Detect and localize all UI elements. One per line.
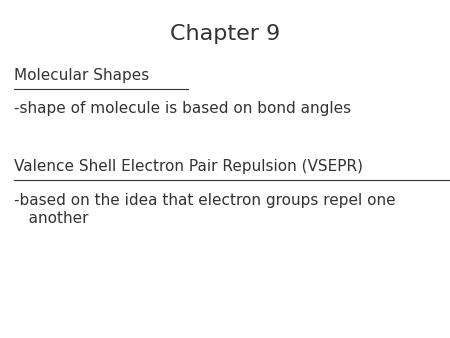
Text: Molecular Shapes: Molecular Shapes <box>14 68 149 82</box>
Text: -shape of molecule is based on bond angles: -shape of molecule is based on bond angl… <box>14 101 351 116</box>
Text: Chapter 9: Chapter 9 <box>170 24 280 44</box>
Text: Valence Shell Electron Pair Repulsion (VSEPR): Valence Shell Electron Pair Repulsion (V… <box>14 159 363 174</box>
Text: -based on the idea that electron groups repel one
   another: -based on the idea that electron groups … <box>14 193 395 226</box>
